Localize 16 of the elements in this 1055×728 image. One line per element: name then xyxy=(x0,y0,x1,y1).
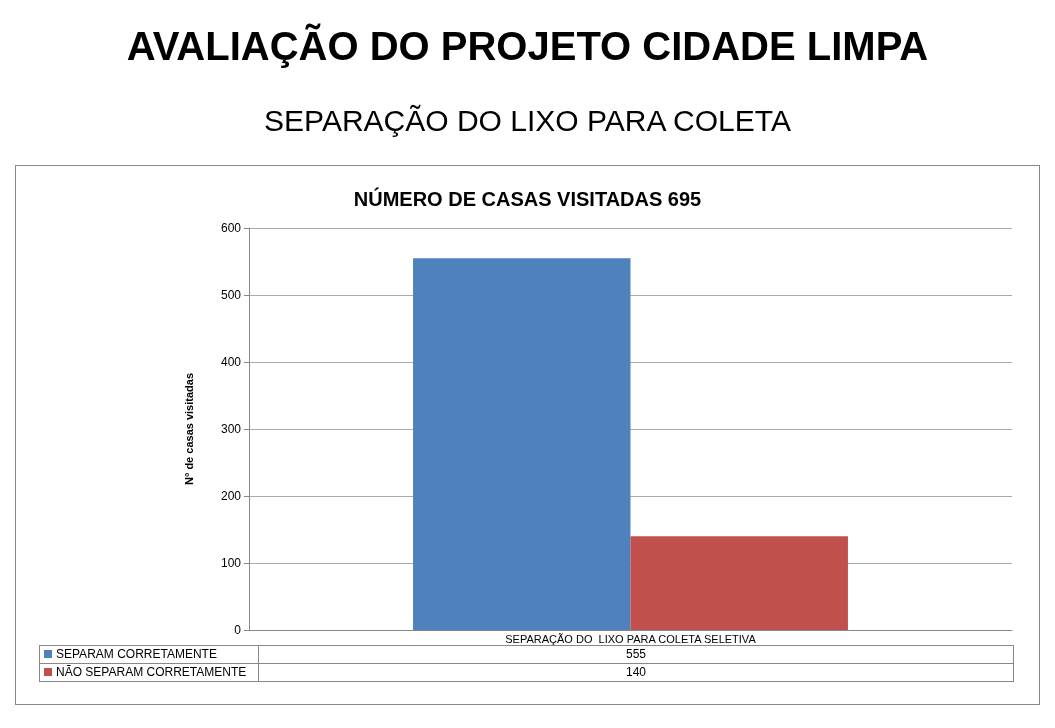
data-label: 555 xyxy=(625,647,647,661)
legend-label: SEPARAM CORRETAMENTE xyxy=(39,645,259,664)
y-tick-label: 100 xyxy=(220,556,242,570)
data-label: 140 xyxy=(625,665,647,679)
y-axis-title: N° de casas visitadas xyxy=(182,372,195,486)
y-tick-label: 200 xyxy=(220,489,242,503)
y-tick-label: 0 xyxy=(234,623,242,637)
y-tick-label: 400 xyxy=(220,355,242,369)
chart-subtitle: SEPARAÇÃO DO LIXO PARA COLETA xyxy=(263,104,792,138)
legend-label: NÃO SEPARAM CORRETAMENTE xyxy=(39,663,259,682)
x-tick-label: SEPARAÇÃO DO LIXO PARA COLETA SELETIVA xyxy=(505,632,757,645)
y-tick-label: 300 xyxy=(220,422,242,436)
chart-title: AVALIAÇÃO DO PROJETO CIDADE LIMPA xyxy=(125,24,930,69)
y-tick-label: 600 xyxy=(220,221,242,235)
text: NÚMERO DE CASAS VISITADAS 695 xyxy=(353,187,702,210)
y-tick-label: 500 xyxy=(220,288,242,302)
